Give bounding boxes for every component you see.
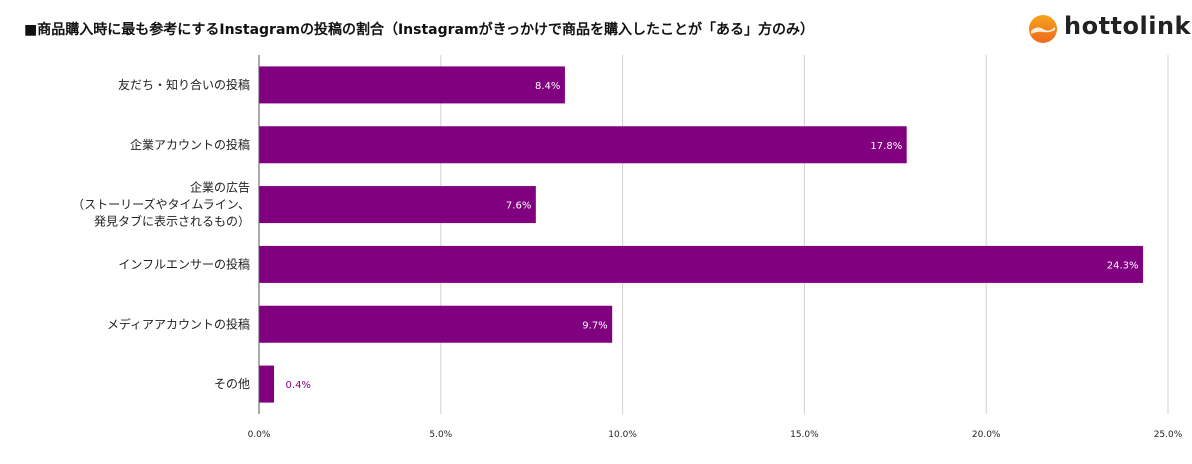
- hottolink-logo-icon: [1029, 15, 1057, 43]
- x-tick-label: 15.0%: [790, 430, 819, 440]
- x-axis-tick-labels: 0.0% 5.0% 10.0% 15.0% 20.0% 25.0%: [248, 430, 1183, 440]
- category-label-line: 友だち・知り合いの投稿: [118, 77, 250, 92]
- category-label-line: 企業アカウントの投稿: [130, 137, 250, 152]
- category-label: 企業の広告 （ストーリーズやタイムライン、発見タブに表示されるもの）: [72, 180, 250, 229]
- bar: [259, 186, 536, 224]
- data-label: 9.7%: [582, 320, 607, 331]
- category-label-line: 発見タブに表示されるもの）: [94, 214, 250, 229]
- bar: [259, 126, 907, 164]
- data-label: 24.3%: [1107, 260, 1139, 271]
- category-label-line: その他: [214, 377, 250, 391]
- category-label: インフルエンサーの投稿: [118, 256, 250, 271]
- data-labels: 8.4% 17.8% 7.6% 24.3% 9.7% 0.4%: [286, 81, 1139, 391]
- chart-title: ■商品購入時に最も参考にするInstagramの投稿の割合（Instagramが…: [24, 22, 815, 38]
- category-label: 友だち・知り合いの投稿: [118, 77, 250, 92]
- x-tick-label: 0.0%: [248, 430, 271, 440]
- logo-text: hottolink: [1064, 12, 1192, 40]
- category-label-line: メディアアカウントの投稿: [107, 316, 250, 331]
- bar: [259, 305, 613, 343]
- category-label-line: 企業の広告: [190, 180, 250, 195]
- bar: [259, 245, 1144, 283]
- category-label: メディアアカウントの投稿: [107, 316, 250, 331]
- data-label: 8.4%: [535, 81, 560, 92]
- x-tick-label: 10.0%: [608, 430, 637, 440]
- category-label-line: インフルエンサーの投稿: [118, 256, 250, 271]
- category-label: その他: [214, 377, 250, 391]
- bar-series: [259, 66, 1144, 403]
- data-label: 0.4%: [286, 380, 311, 391]
- x-tick-label: 5.0%: [429, 430, 452, 440]
- x-tick-label: 25.0%: [1154, 430, 1183, 440]
- data-label: 17.8%: [870, 141, 902, 152]
- category-label: 企業アカウントの投稿: [130, 137, 250, 152]
- gridlines: [258, 55, 1169, 414]
- bar: [259, 66, 565, 104]
- data-label: 7.6%: [506, 201, 531, 212]
- bar: [259, 365, 275, 403]
- x-tick-label: 20.0%: [972, 430, 1001, 440]
- category-label-line: （ストーリーズやタイムライン、: [72, 197, 250, 212]
